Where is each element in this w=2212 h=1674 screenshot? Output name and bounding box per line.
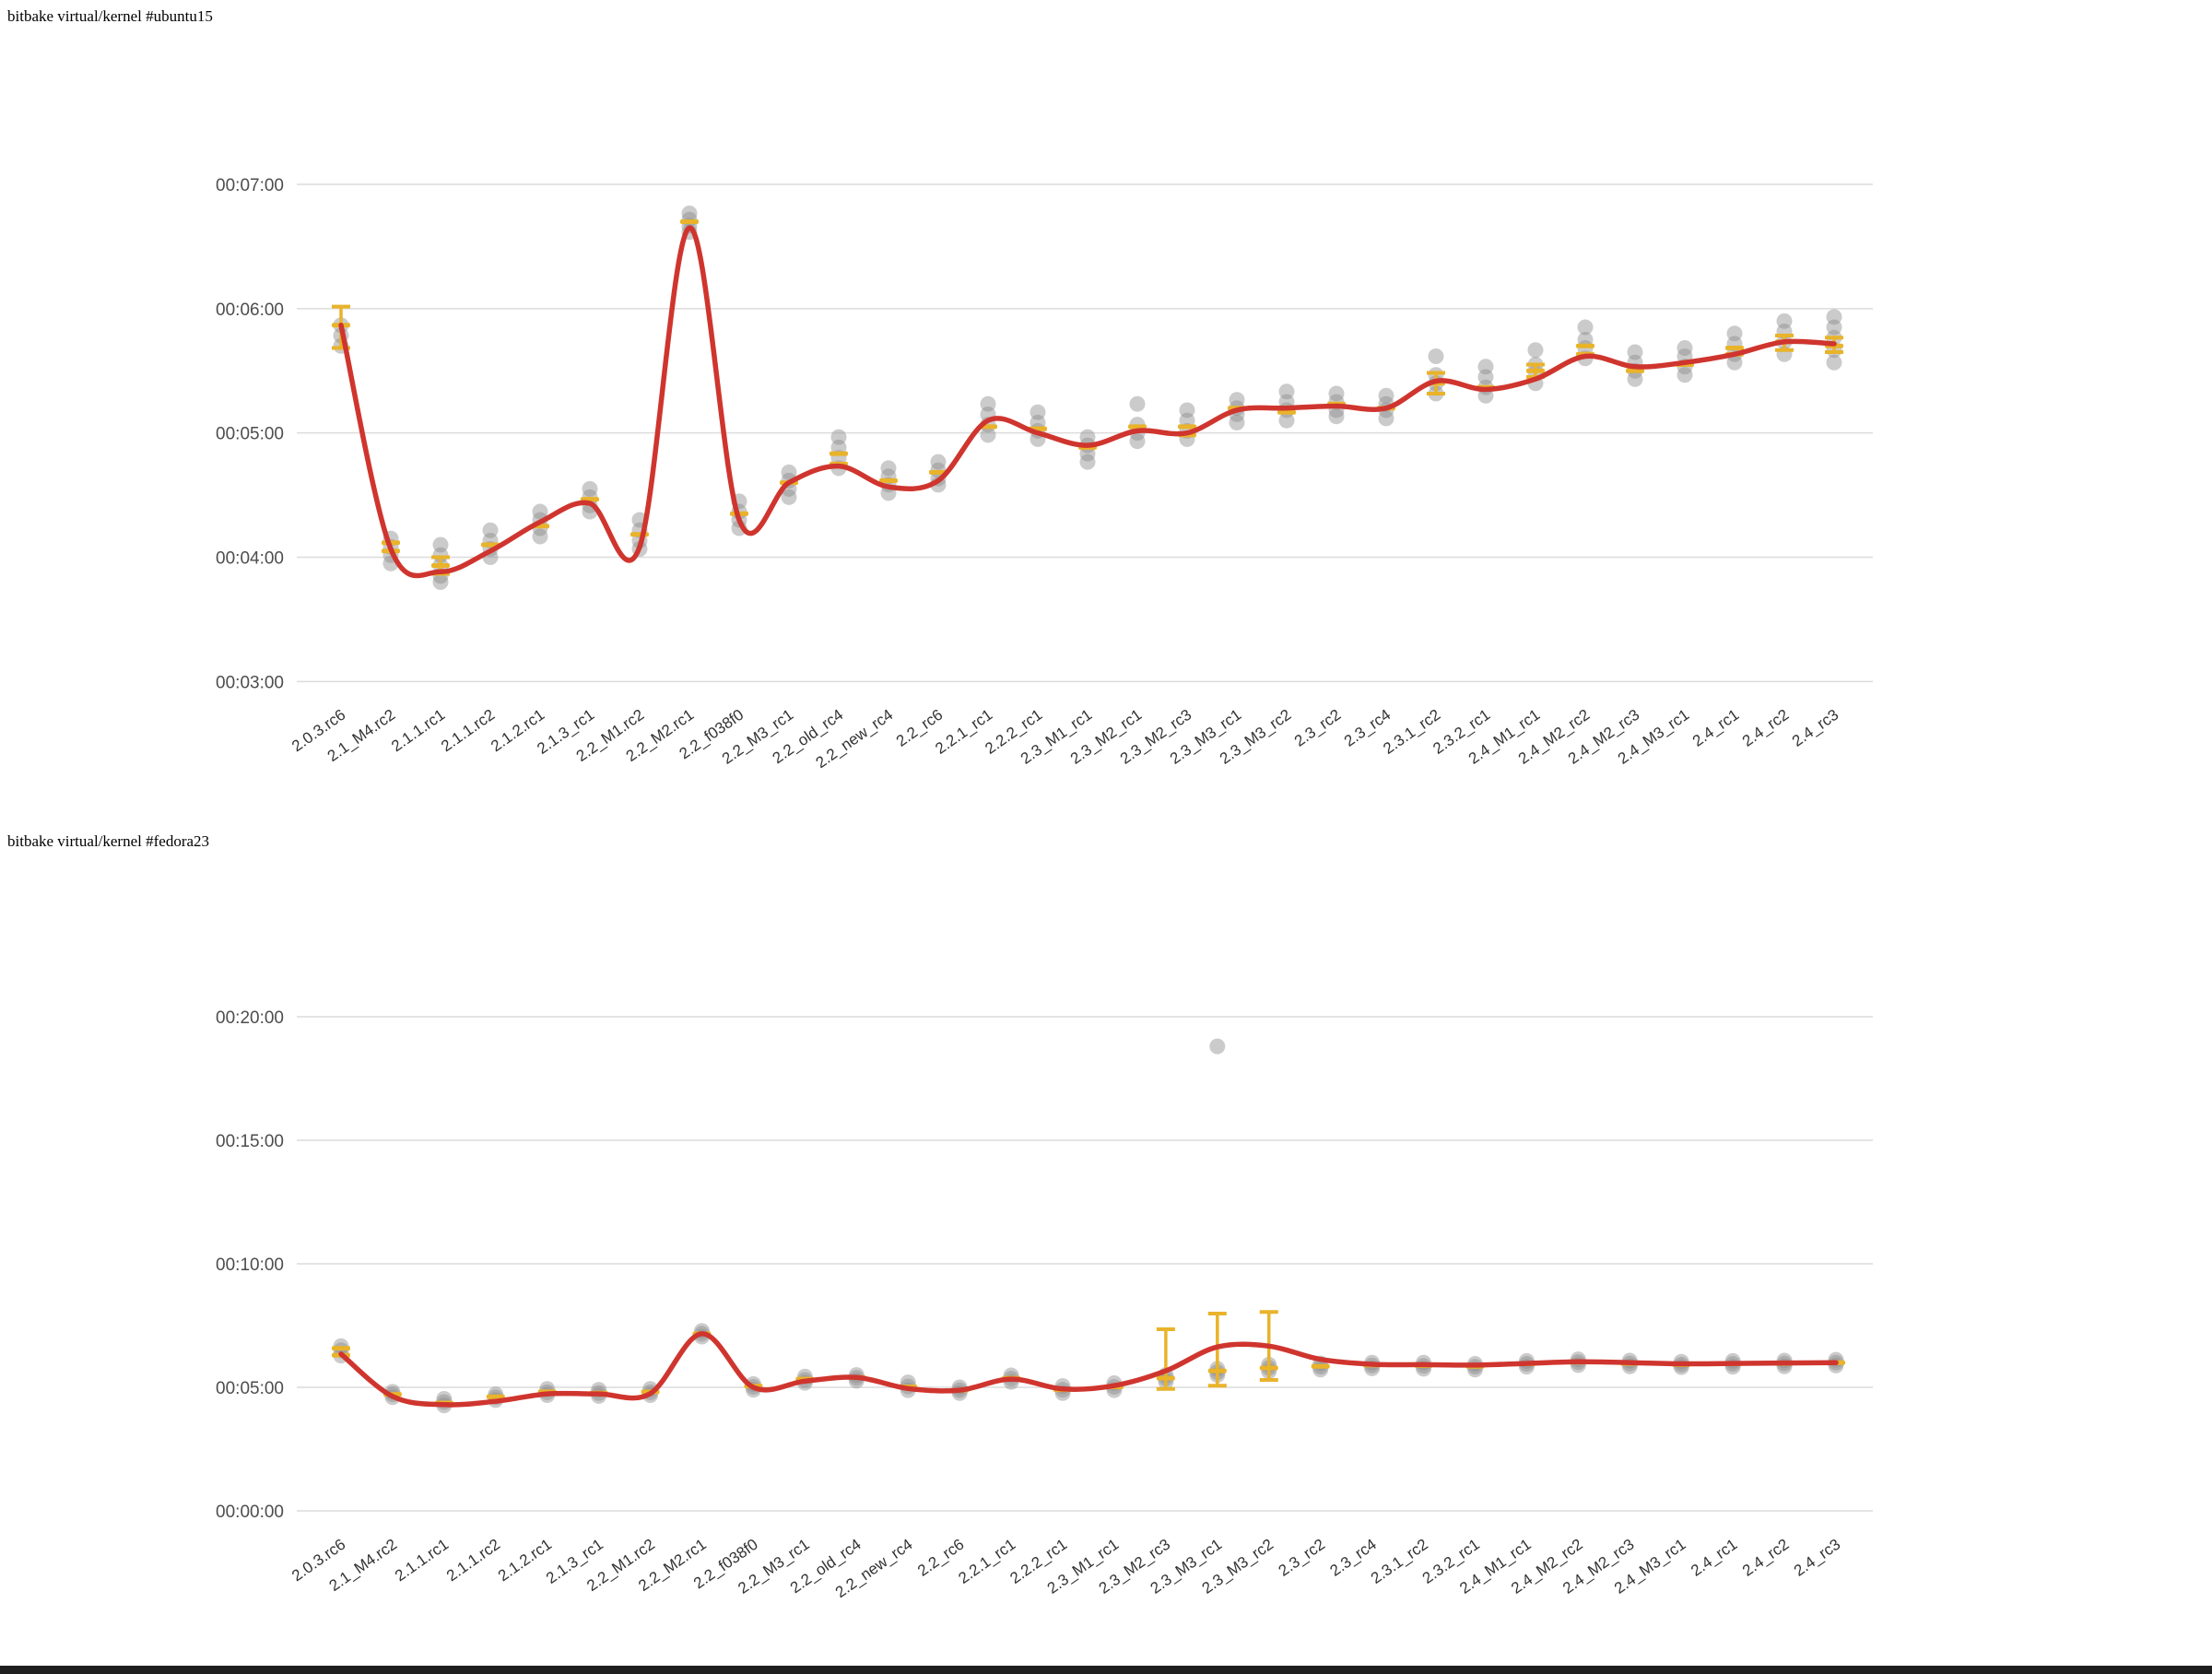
sample-dot [880, 460, 897, 477]
median-dash [680, 218, 699, 224]
sample-dot [1776, 312, 1793, 329]
sample-dot [532, 503, 548, 520]
sample-dot [1278, 412, 1295, 429]
y-tick-label: 00:06:00 [216, 301, 284, 320]
x-tick-label: 2.4_rc3 [1789, 706, 1841, 750]
y-tick-label: 00:05:00 [216, 1379, 284, 1398]
sample-dot [1278, 383, 1295, 400]
x-tick-label: 2.1.1.rc1 [392, 1536, 452, 1586]
sample-dot [1627, 371, 1643, 387]
median-dash [1311, 1363, 1330, 1369]
sample-dot [1030, 404, 1046, 420]
sample-dot [1229, 392, 1245, 408]
x-tick-label: 2.2.1_rc1 [955, 1536, 1018, 1587]
median-dash [1207, 1368, 1227, 1373]
sample-dot [1378, 410, 1394, 427]
chart-fedora23: 00:20:00 00:15:00 00:10:00 00:05:00 00:00:00… [216, 1008, 1873, 1601]
sample-dot [432, 573, 449, 590]
x-tick-label: 2.3_rc2 [1276, 1536, 1328, 1580]
y-tick-label: 00:04:00 [216, 549, 284, 569]
sample-dot [532, 528, 548, 545]
median-dash [1576, 343, 1594, 348]
x-tick-label: 2.4_rc3 [1791, 1536, 1843, 1580]
sample-dot [1129, 433, 1146, 450]
y-tick-label: 00:05:00 [216, 425, 284, 444]
sample-dot [1826, 354, 1842, 371]
x-tick-label: 2.1.1.rc2 [443, 1536, 503, 1586]
median-dash [1277, 409, 1296, 415]
bottom-border-bar [0, 1666, 2212, 1674]
chart-ubuntu15: 00:07:00 00:06:00 00:05:00 00:04:00 00:03:00… [216, 176, 1873, 772]
sample-dot [1726, 325, 1743, 342]
sample-dot [1627, 344, 1643, 360]
y-tick-label: 00:07:00 [216, 176, 284, 195]
sample-dot [1179, 402, 1195, 418]
sample-dot [1677, 367, 1693, 383]
error-bar [1207, 1312, 1227, 1388]
sample-dot [482, 522, 499, 538]
trend-line [338, 1331, 1839, 1408]
median-dash [830, 451, 848, 456]
x-tick-label: 2.3_rc2 [1291, 706, 1344, 750]
sample-dot [1826, 309, 1842, 325]
sample-dot [980, 395, 996, 412]
x-tick-label: 2.4_rc2 [1739, 706, 1792, 750]
x-tick-label: 2.4_rc1 [1689, 706, 1742, 750]
median-dash [1626, 368, 1644, 373]
sample-dot [1209, 1038, 1226, 1055]
sample-dot [1378, 387, 1394, 404]
median-dash [1725, 346, 1744, 351]
chart-title-ubuntu15: bitbake virtual/kernel #ubuntu15 [7, 7, 213, 25]
x-tick-label: 2.4_rc1 [1688, 1536, 1740, 1580]
median-dash [1259, 1365, 1278, 1371]
sample-dot [1527, 342, 1544, 359]
sample-dot [1129, 395, 1146, 412]
chart-title-fedora23: bitbake virtual/kernel #fedora23 [7, 832, 210, 850]
sample-dot [1826, 319, 1842, 336]
y-tick-label: 00:10:00 [216, 1256, 284, 1275]
sample-dot [830, 429, 847, 445]
median-dash [332, 1346, 350, 1351]
sample-dot [1079, 454, 1096, 470]
sample-dot [1828, 1357, 1844, 1373]
median-dash [1178, 424, 1196, 430]
sample-dot [1079, 429, 1096, 445]
x-tick-label: 2.1.1.rc2 [438, 706, 498, 756]
sample-dot [582, 480, 598, 497]
sample-dot [1677, 340, 1693, 357]
sample-dot [1477, 369, 1494, 385]
sample-dot [1328, 408, 1345, 425]
median-dash [879, 477, 898, 483]
sample-dot [980, 427, 996, 443]
median-dash [630, 532, 649, 537]
sample-dot [1577, 319, 1594, 336]
x-tick-label: 2.4_rc2 [1739, 1536, 1792, 1580]
sample-dot [1229, 414, 1245, 430]
median-dash [1128, 424, 1147, 430]
sample-dot [781, 464, 797, 480]
median-dash [486, 1394, 505, 1399]
median-dash [431, 562, 450, 568]
sample-dot [432, 547, 449, 563]
sample-dot [1428, 348, 1444, 365]
sample-dot [1477, 359, 1494, 375]
median-dash [1526, 368, 1545, 373]
x-tick-label: 2.3.1_rc2 [1368, 1536, 1431, 1587]
sample-dot [781, 489, 797, 505]
x-tick-label: 2.1.1.rc1 [388, 706, 448, 756]
sample-dot [1726, 354, 1743, 371]
median-dash [1156, 1375, 1175, 1381]
sample-dot [432, 536, 449, 553]
sample-dot [1328, 385, 1345, 402]
y-tick-label: 00:00:00 [216, 1503, 284, 1522]
y-tick-label: 00:15:00 [216, 1132, 284, 1151]
y-tick-label: 00:20:00 [216, 1008, 284, 1028]
sample-dot [930, 454, 947, 470]
trend-line [338, 225, 1837, 579]
sample-dot [681, 205, 698, 221]
y-tick-label: 00:03:00 [216, 673, 284, 692]
